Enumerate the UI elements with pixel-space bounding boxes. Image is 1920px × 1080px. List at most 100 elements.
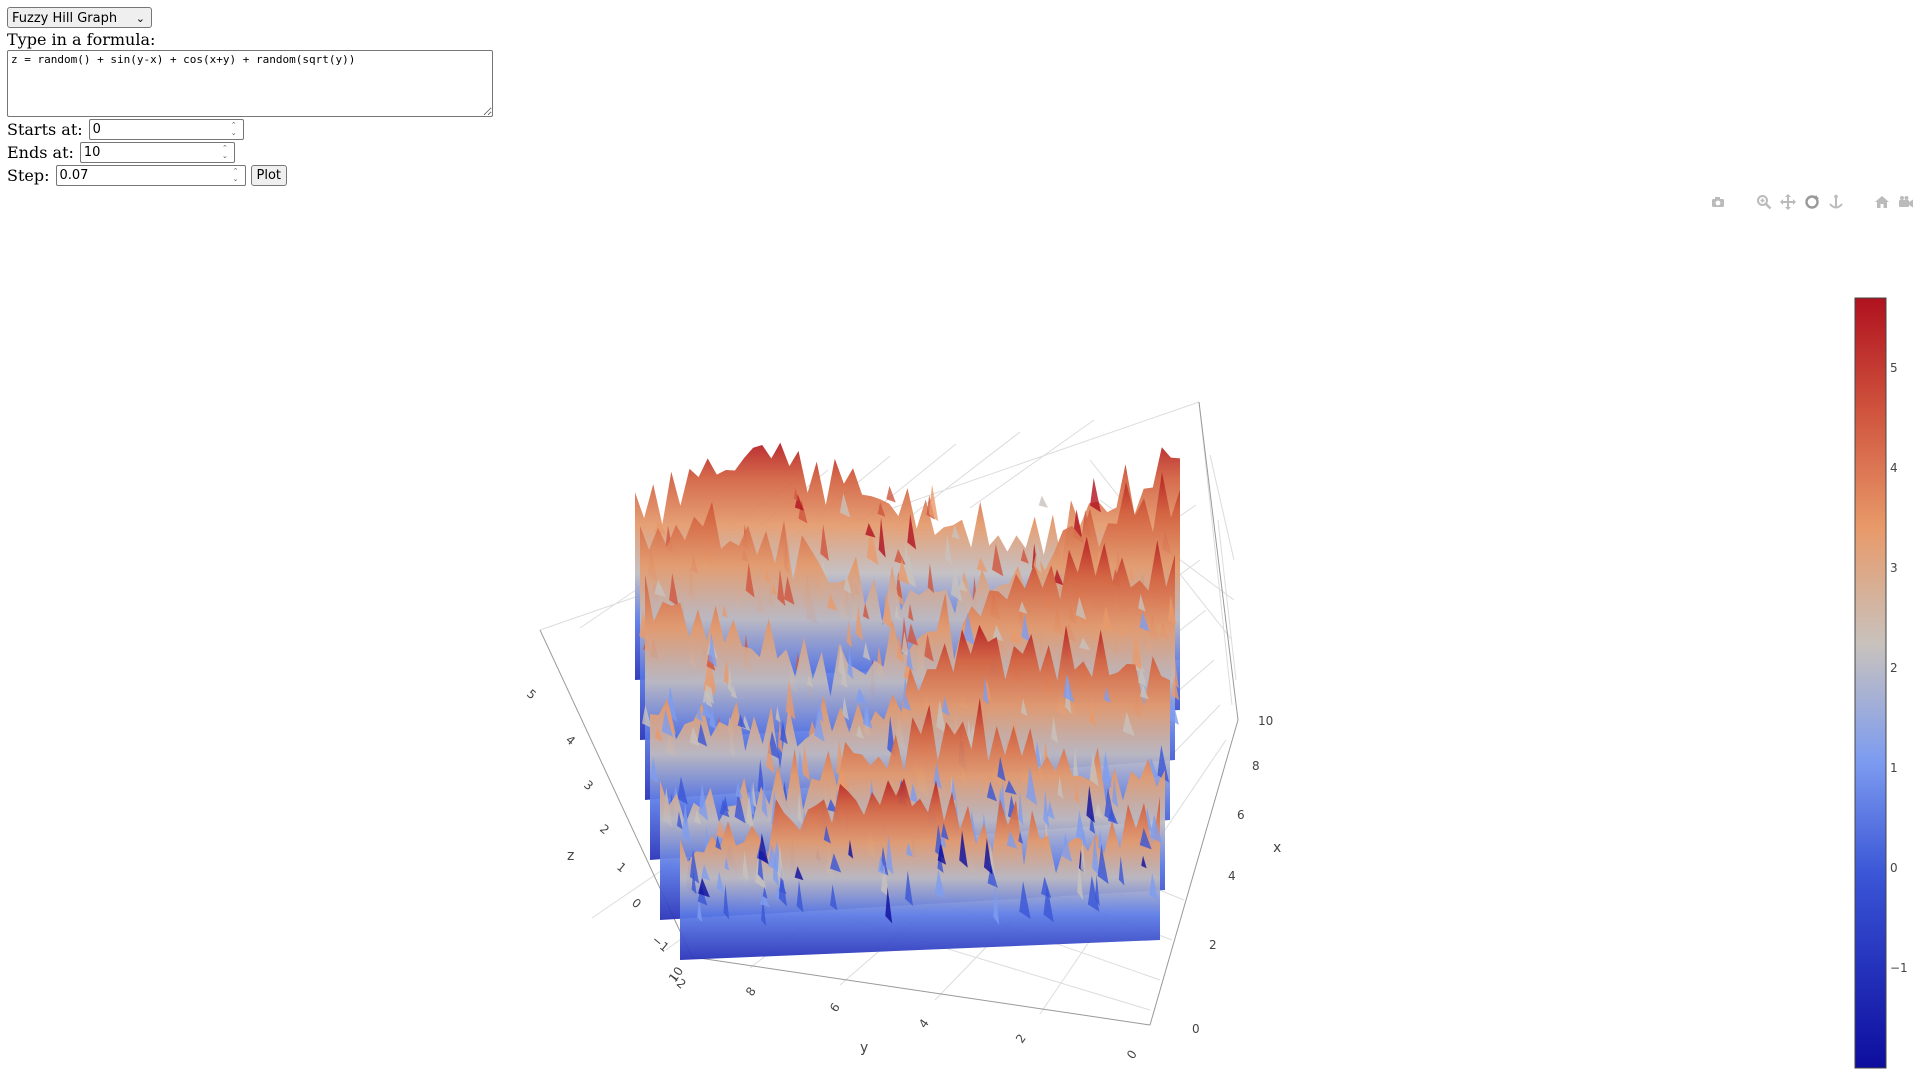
surface-facet [761, 779, 768, 818]
surface-facet [876, 645, 885, 680]
chevron-down-icon: ⌄ [135, 12, 145, 25]
surface-facet [937, 842, 947, 865]
surface-facet [1020, 548, 1029, 564]
start-input[interactable]: 0 ⌃ ⌄ [88, 119, 244, 140]
step-input[interactable]: 0.07 ⌃ ⌄ [55, 165, 246, 186]
end-input[interactable]: 10 ⌃ ⌄ [79, 142, 235, 163]
surface-facet [965, 835, 977, 875]
graph-type-dropdown[interactable]: Fuzzy Hill Graph ⌄ [7, 7, 152, 28]
surface-facet [798, 499, 808, 524]
surface-facet [757, 846, 764, 881]
surface-facet [779, 569, 785, 608]
end-spinner-icon[interactable]: ⌃ ⌄ [221, 144, 228, 160]
hover-toggle-icon[interactable] [1898, 194, 1914, 210]
surface-facet [924, 633, 934, 662]
surface-facet [1112, 568, 1122, 588]
y-tick-label: 0 [1124, 1047, 1140, 1061]
surface-facet [885, 886, 893, 924]
surface-facet [745, 562, 755, 598]
surface-facet [723, 795, 729, 813]
start-spinner-icon[interactable]: ⌃ ⌄ [230, 121, 237, 137]
surface-facet [951, 524, 961, 540]
surface-facet [794, 866, 804, 881]
surface-facet [841, 667, 848, 688]
surface-facet [1056, 685, 1068, 718]
surface-facet [880, 846, 889, 876]
surface-facet [665, 525, 674, 554]
surface-facet [1092, 834, 1100, 877]
surface-facet [730, 684, 738, 699]
turntable-rotation-icon[interactable] [1828, 194, 1844, 210]
surface-facet [1021, 613, 1031, 643]
surface-facet [1113, 638, 1120, 657]
surface-facet [669, 573, 679, 607]
surface-facet [997, 756, 1006, 782]
plot-button[interactable]: Plot [250, 165, 288, 186]
step-spinner-icon[interactable]: ⌃ ⌄ [232, 167, 239, 183]
surface-facet [916, 758, 929, 797]
surface-facet [665, 730, 678, 758]
surface-facet [1139, 684, 1149, 700]
surface-facet [983, 676, 989, 705]
surface-facet [713, 595, 721, 623]
surface-facet [1057, 775, 1064, 800]
surface-facet [836, 739, 846, 781]
surface-facet [960, 754, 968, 787]
surface-facet [1118, 856, 1125, 886]
surface-facet [1061, 832, 1073, 863]
surface-facet [742, 850, 749, 881]
surface-facet [966, 718, 974, 758]
surface-facet [775, 886, 785, 902]
surface-facet [1095, 548, 1107, 584]
surface-facet [960, 660, 966, 686]
surface-facet [703, 669, 716, 696]
formula-input[interactable] [7, 50, 493, 117]
surface-facet [756, 843, 768, 862]
surface-facet [936, 699, 947, 734]
surface-facet [1133, 659, 1146, 672]
orbit-rotation-icon[interactable] [1804, 194, 1820, 210]
surface-facet [662, 787, 673, 829]
surface-facet [767, 844, 779, 872]
surface-facet [830, 853, 842, 873]
surface-facet [1104, 787, 1116, 823]
camera-icon[interactable] [1710, 194, 1726, 210]
surface-facet [762, 886, 768, 899]
surface-facet [1139, 572, 1147, 597]
surface-facet [642, 580, 652, 595]
surface-facet [968, 810, 978, 848]
surface-facet [741, 715, 751, 731]
surface-facet [841, 696, 849, 721]
surface-facet [1103, 686, 1111, 704]
surface-facet [743, 524, 749, 550]
surface-facet [881, 817, 888, 841]
pan-icon[interactable] [1780, 194, 1796, 210]
colorbar-tick-label: −1 [1890, 961, 1908, 975]
surface-facet [727, 716, 735, 736]
surface-facet [801, 809, 810, 851]
surface-facet [1006, 830, 1018, 850]
surface-facet [738, 854, 749, 885]
surface-facet [827, 593, 838, 611]
surface-facet [723, 658, 731, 687]
surface-facet [941, 696, 950, 716]
start-value: 0 [92, 122, 101, 137]
surface-facet [1148, 612, 1159, 642]
surface-facet [1072, 509, 1084, 544]
surface-mesh[interactable] [635, 442, 1180, 960]
surface-facet [778, 866, 787, 907]
zoom-icon[interactable] [1756, 194, 1772, 210]
surface-facet [941, 822, 949, 840]
surface-facet [1170, 648, 1179, 689]
surface-facet [1063, 673, 1075, 703]
surface-facet [1012, 647, 1022, 686]
end-label: Ends at: [7, 142, 74, 162]
reset-camera-icon[interactable] [1874, 194, 1890, 210]
surface-facet [785, 679, 796, 720]
surface-facet [1068, 606, 1077, 624]
surface-facet [850, 576, 855, 602]
surface-facet [759, 836, 765, 854]
surface-facet [898, 789, 908, 808]
surface-facet [1133, 697, 1143, 718]
surface-facet [986, 703, 995, 722]
